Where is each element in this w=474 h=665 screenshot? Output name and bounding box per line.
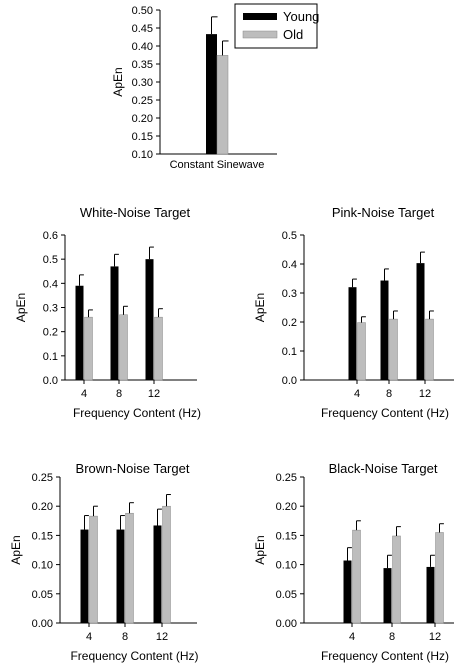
x-tick-label: 4 [349, 631, 355, 643]
bar-young-4 [348, 287, 357, 380]
bar-old-8 [389, 318, 398, 381]
bar-old-8 [125, 512, 134, 624]
chart-title: Pink-Noise Target [332, 205, 435, 220]
y-tick-label: 0.10 [276, 560, 297, 572]
bar-young-4 [343, 560, 352, 623]
y-tick-label: 0.10 [32, 560, 53, 572]
y-tick-label: 0.6 [43, 230, 58, 242]
y-tick-label: 0.35 [132, 59, 153, 71]
y-tick-label: 0.50 [132, 5, 153, 17]
bar-old-12 [435, 532, 444, 624]
bar-old-12 [425, 318, 434, 381]
bar-young-4 [75, 285, 84, 380]
chart-title: White-Noise Target [80, 205, 191, 220]
x-tick-label: 12 [429, 631, 441, 643]
y-axis-label: ApEn [9, 535, 23, 564]
bar-old-8 [119, 314, 128, 381]
y-tick-label: 0.0 [282, 375, 297, 387]
y-axis-label: ApEn [253, 535, 267, 564]
y-tick-label: 0.45 [132, 23, 153, 35]
x-tick-label: 12 [148, 388, 160, 400]
y-tick-label: 0.2 [282, 317, 297, 329]
x-axis-label: Frequency Content (Hz) [321, 649, 449, 663]
bar-old-8 [392, 535, 401, 624]
y-tick-label: 0.4 [43, 278, 58, 290]
bar-old-4 [84, 316, 93, 381]
x-axis-label: Frequency Content (Hz) [73, 406, 201, 420]
y-tick-label: 0.0 [43, 375, 58, 387]
x-tick-label: 8 [116, 388, 122, 400]
y-tick-label: 0.5 [43, 254, 58, 266]
y-tick-label: 0.00 [276, 618, 297, 630]
y-tick-label: 0.4 [282, 259, 297, 271]
bar-young-8 [380, 280, 389, 380]
y-tick-label: 0.05 [276, 589, 297, 601]
y-tick-label: 0.3 [282, 288, 297, 300]
bar-young-8 [116, 529, 125, 623]
y-tick-label: 0.5 [282, 230, 297, 242]
bar-old-12 [162, 505, 171, 624]
y-tick-label: 0.05 [32, 589, 53, 601]
legend-box [234, 3, 318, 49]
bar-young-12 [145, 259, 154, 380]
x-tick-label: 12 [419, 388, 431, 400]
bar-old-4 [357, 322, 366, 381]
bar-old-4 [89, 515, 98, 624]
y-tick-label: 0.30 [132, 77, 153, 89]
y-tick-label: 0.3 [43, 303, 58, 315]
y-tick-label: 0.1 [43, 351, 58, 363]
y-tick-label: 0.20 [32, 501, 53, 513]
y-tick-label: 0.15 [276, 530, 297, 542]
bar-old-12 [154, 316, 163, 381]
chart-constant: 0.10 0.15 0.20 0.25 0.30 0.35 0.40 0.45 0.50 ApEn… [111, 5, 277, 171]
legend: Young Old [234, 3, 319, 49]
y-tick-label: 0.40 [132, 41, 153, 53]
y-tick-label: 0.25 [132, 95, 153, 107]
chart-white: White-Noise Target 0.0 0.1 0.2 0.3 0.4 0.5 0.6 A… [14, 205, 201, 420]
y-tick-label: 0.20 [132, 113, 153, 125]
bar-young-12 [416, 263, 425, 380]
y-tick-label: 0.10 [132, 149, 153, 161]
bar-young-12 [426, 566, 435, 623]
y-tick-label: 0.1 [282, 346, 297, 358]
x-tick-label: 8 [122, 631, 128, 643]
x-tick-label: 4 [81, 388, 87, 400]
y-tick-label: 0.25 [276, 472, 297, 484]
y-axis-label: ApEn [14, 293, 28, 322]
x-tick-label: 12 [156, 631, 168, 643]
chart-pink: Pink-Noise Target 0.0 0.1 0.2 0.3 0.4 0.5 ApEn 4… [253, 205, 454, 420]
y-tick-label: 0.00 [32, 618, 53, 630]
chart-title: Black-Noise Target [329, 461, 438, 476]
bar-young-8 [383, 568, 392, 623]
y-axis-label: ApEn [253, 293, 267, 322]
chart-title: Brown-Noise Target [76, 461, 190, 476]
x-tick-label: Constant Sinewave [170, 159, 265, 171]
chart-black: Black-Noise Target 0.00 0.05 0.10 0.15 0.20 0.… [253, 461, 454, 663]
bar-old-constant-sinewave [216, 55, 229, 155]
y-tick-label: 0.15 [132, 131, 153, 143]
legend-swatch-old [242, 30, 278, 39]
x-tick-label: 4 [86, 631, 92, 643]
y-tick-label: 0.20 [276, 501, 297, 513]
x-tick-label: 4 [354, 388, 360, 400]
legend-swatch-young [243, 13, 277, 20]
chart-brown: Brown-Noise Target 0.00 0.05 0.10 0.15 0.20 0.… [9, 461, 199, 663]
x-axis-label: Frequency Content (Hz) [321, 406, 449, 420]
y-tick-label: 0.25 [32, 472, 53, 484]
x-tick-label: 8 [389, 631, 395, 643]
legend-label-young: Young [283, 9, 319, 24]
bar-young-constant-sinewave [206, 34, 217, 155]
x-axis-label: Frequency Content (Hz) [70, 649, 198, 663]
y-axis-label: ApEn [111, 67, 125, 96]
y-tick-label: 0.2 [43, 327, 58, 339]
bar-old-4 [352, 529, 361, 624]
legend-label-old: Old [283, 27, 303, 42]
x-tick-label: 8 [386, 388, 392, 400]
bar-young-8 [110, 266, 119, 380]
bar-young-12 [153, 525, 162, 623]
bar-young-4 [80, 529, 89, 623]
y-tick-label: 0.15 [32, 530, 53, 542]
